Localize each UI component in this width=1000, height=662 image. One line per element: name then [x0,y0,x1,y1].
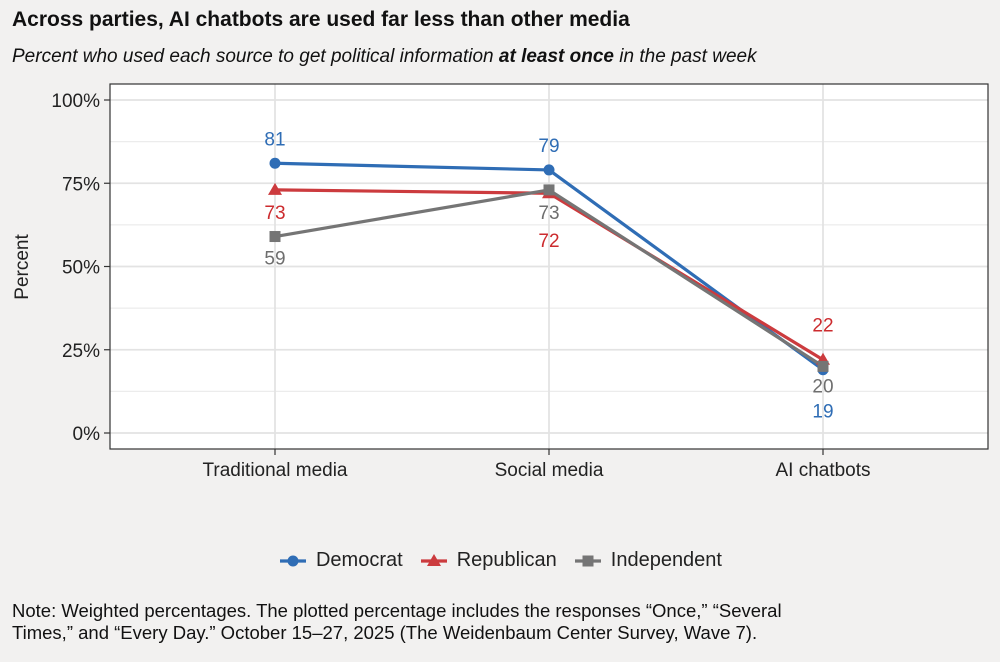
y-tick-label: 100% [51,91,100,112]
data-label-republican: 72 [538,231,559,252]
legend-item-democrat: Democrat [278,549,403,572]
chart-subtitle: Percent who used each source to get poli… [12,46,757,68]
x-tick-label: Traditional media [202,460,347,481]
data-label-independent: 73 [538,203,559,224]
square-legend-key-icon [574,555,601,566]
legend-label: Independent [610,549,722,571]
data-point-independent [269,231,281,243]
data-label-democrat: 81 [264,129,285,150]
note-line-2: Times,” and “Every Day.” October 15–27, … [12,622,758,643]
note: Note: Weighted percentages. The plotted … [12,600,992,644]
data-point-democrat [269,157,281,169]
y-tick-label: 50% [62,258,100,279]
legend-item-independent: Independent [573,549,722,572]
y-tick-label: 75% [62,174,100,195]
subtitle-text-end: in the past week [614,46,757,67]
legend: Democrat Republican Independent [0,549,1000,572]
data-point-independent [543,184,555,196]
data-label-independent: 59 [264,249,285,270]
legend-label: Republican [456,549,557,571]
line-chart: 0% 25% 50% 75% 100% Traditional media Social m… [12,83,989,481]
subtitle-emphasis: at least once [498,46,614,67]
subtitle-text: Percent who used each source to get poli… [12,46,499,67]
data-label-republican: 22 [812,316,833,337]
data-point-independent [817,360,829,372]
circle-legend-key-icon [279,555,306,566]
y-tick-label: 0% [73,424,101,445]
data-label-republican: 73 [264,203,285,224]
x-tick-label: Social media [495,460,604,481]
x-tick-label: AI chatbots [775,460,870,481]
plot-border [109,83,989,450]
legend-label: Democrat [315,549,403,571]
note-line-1: Note: Weighted percentages. The plotted … [12,600,782,621]
legend-item-republican: Republican [419,549,557,572]
data-label-independent: 20 [812,376,833,397]
chart-title: Across parties, AI chatbots are used far… [12,8,630,31]
data-point-democrat [543,164,555,176]
data-label-democrat: 79 [538,136,559,157]
triangle-legend-key-icon [420,553,447,566]
data-point-republican [268,182,282,195]
data-label-democrat: 19 [812,402,833,423]
y-tick-label: 25% [62,341,100,362]
y-axis-label: Percent [12,234,33,300]
